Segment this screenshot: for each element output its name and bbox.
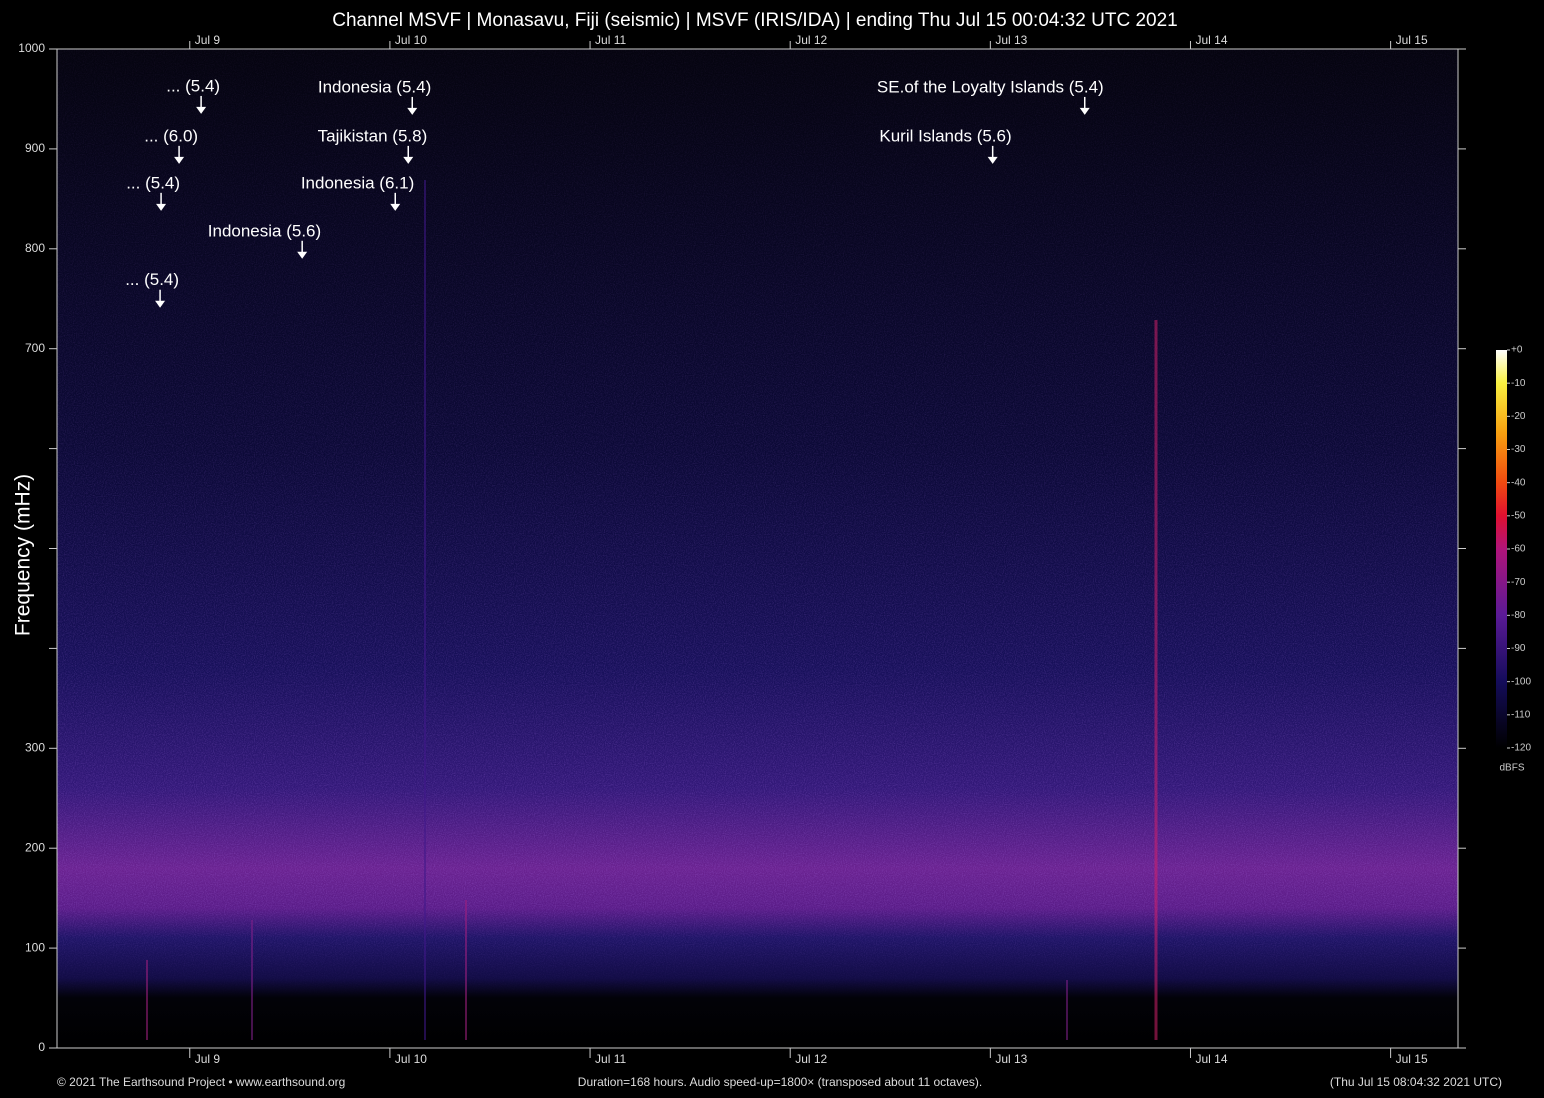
annotation-text: ... (5.4) <box>166 76 220 95</box>
annotation-arrowhead <box>390 203 401 211</box>
annotation-text: Kuril Islands (5.6) <box>879 126 1011 145</box>
event-annotation: ... (5.4) <box>125 270 179 308</box>
annotation-text: Indonesia (5.6) <box>208 221 321 240</box>
x-tick-label: Jul 14 <box>1195 1052 1227 1066</box>
colorbar-tick-label: -60 <box>1511 544 1526 555</box>
chart-title: Channel MSVF | Monasavu, Fiji (seismic) … <box>332 10 1178 31</box>
x-tick-label: Jul 11 <box>595 1052 626 1066</box>
x-tick-label-top: Jul 12 <box>795 33 827 47</box>
annotation-arrowhead <box>987 156 998 164</box>
x-tick-label: Jul 10 <box>395 1052 427 1066</box>
colorbar-tick-label: -20 <box>1511 411 1526 422</box>
x-tick-label-top: Jul 13 <box>995 33 1027 47</box>
event-annotation: Indonesia (5.6) <box>208 221 321 259</box>
y-tick-label: 900 <box>25 141 45 155</box>
event-annotation: Tajikistan (5.8) <box>318 126 428 164</box>
x-tick-label: Jul 15 <box>1396 1052 1428 1066</box>
annotation-arrowhead <box>196 106 207 114</box>
annotation-arrowhead <box>407 107 418 115</box>
y-tick-label: 0 <box>38 1040 45 1054</box>
y-tick-label: 1000 <box>18 41 45 55</box>
event-annotation: ... (5.4) <box>166 76 220 114</box>
x-tick-label-top: Jul 10 <box>395 33 427 47</box>
x-tick-label: Jul 13 <box>995 1052 1027 1066</box>
colorbar-tick-label: +0 <box>1511 345 1523 356</box>
colorbar-tick-label: -10 <box>1511 378 1526 389</box>
event-annotation: SE.of the Loyalty Islands (5.4) <box>877 77 1104 115</box>
event-annotation: Indonesia (6.1) <box>301 173 414 211</box>
y-tick-label: 300 <box>25 740 45 754</box>
colorbar-tick-label: -50 <box>1511 510 1526 521</box>
colorbar <box>1496 350 1507 748</box>
annotation-text: Indonesia (5.4) <box>318 77 431 96</box>
footer-right: (Thu Jul 15 08:04:32 2021 UTC) <box>1330 1075 1502 1089</box>
colorbar-tick-label: -70 <box>1511 577 1526 588</box>
event-annotation: ... (6.0) <box>144 126 198 164</box>
spectrogram-noise <box>57 49 1458 1048</box>
colorbar-tick-label: -110 <box>1511 709 1531 720</box>
colorbar-tick-label: -80 <box>1511 610 1526 621</box>
annotation-text: ... (6.0) <box>144 126 198 145</box>
event-streaks <box>146 180 1158 1040</box>
annotation-text: Tajikistan (5.8) <box>318 126 428 145</box>
y-tick-label: 100 <box>25 940 45 954</box>
annotation-arrowhead <box>155 300 166 308</box>
colorbar-tick-label: -90 <box>1511 643 1526 654</box>
annotation-text: SE.of the Loyalty Islands (5.4) <box>877 77 1104 96</box>
y-tick-label: 200 <box>25 840 45 854</box>
colorbar-label: dBFS <box>1499 763 1524 774</box>
y-tick-label: 700 <box>25 341 45 355</box>
x-tick-label-top: Jul 14 <box>1195 33 1227 47</box>
annotation-arrowhead <box>1079 107 1090 115</box>
event-annotation: Kuril Islands (5.6) <box>879 126 1012 164</box>
colorbar-tick-label: -40 <box>1511 477 1526 488</box>
annotation-arrowhead <box>174 156 185 164</box>
annotation-arrowhead <box>156 203 167 211</box>
colorbar-tick-label: -120 <box>1511 743 1531 754</box>
y-axis-label: Frequency (mHz) <box>12 474 35 636</box>
x-tick-label: Jul 9 <box>195 1052 221 1066</box>
colorbar-tick-label: -100 <box>1511 676 1531 687</box>
colorbar-tick-label: -30 <box>1511 444 1526 455</box>
footer-left: © 2021 The Earthsound Project • www.eart… <box>57 1075 345 1089</box>
event-annotation: ... (5.4) <box>126 173 180 211</box>
annotation-text: ... (5.4) <box>125 270 179 289</box>
x-tick-label-top: Jul 15 <box>1396 33 1428 47</box>
footer-center: Duration=168 hours. Audio speed-up=1800×… <box>578 1075 982 1089</box>
x-tick-label: Jul 12 <box>795 1052 827 1066</box>
annotation-arrowhead <box>403 156 414 164</box>
x-tick-label-top: Jul 9 <box>195 33 221 47</box>
event-annotation: Indonesia (5.4) <box>318 77 431 115</box>
annotation-arrowhead <box>297 251 308 259</box>
annotation-text: Indonesia (6.1) <box>301 173 414 192</box>
annotation-text: ... (5.4) <box>126 173 180 192</box>
y-tick-label: 800 <box>25 241 45 255</box>
x-tick-label-top: Jul 11 <box>595 33 626 47</box>
